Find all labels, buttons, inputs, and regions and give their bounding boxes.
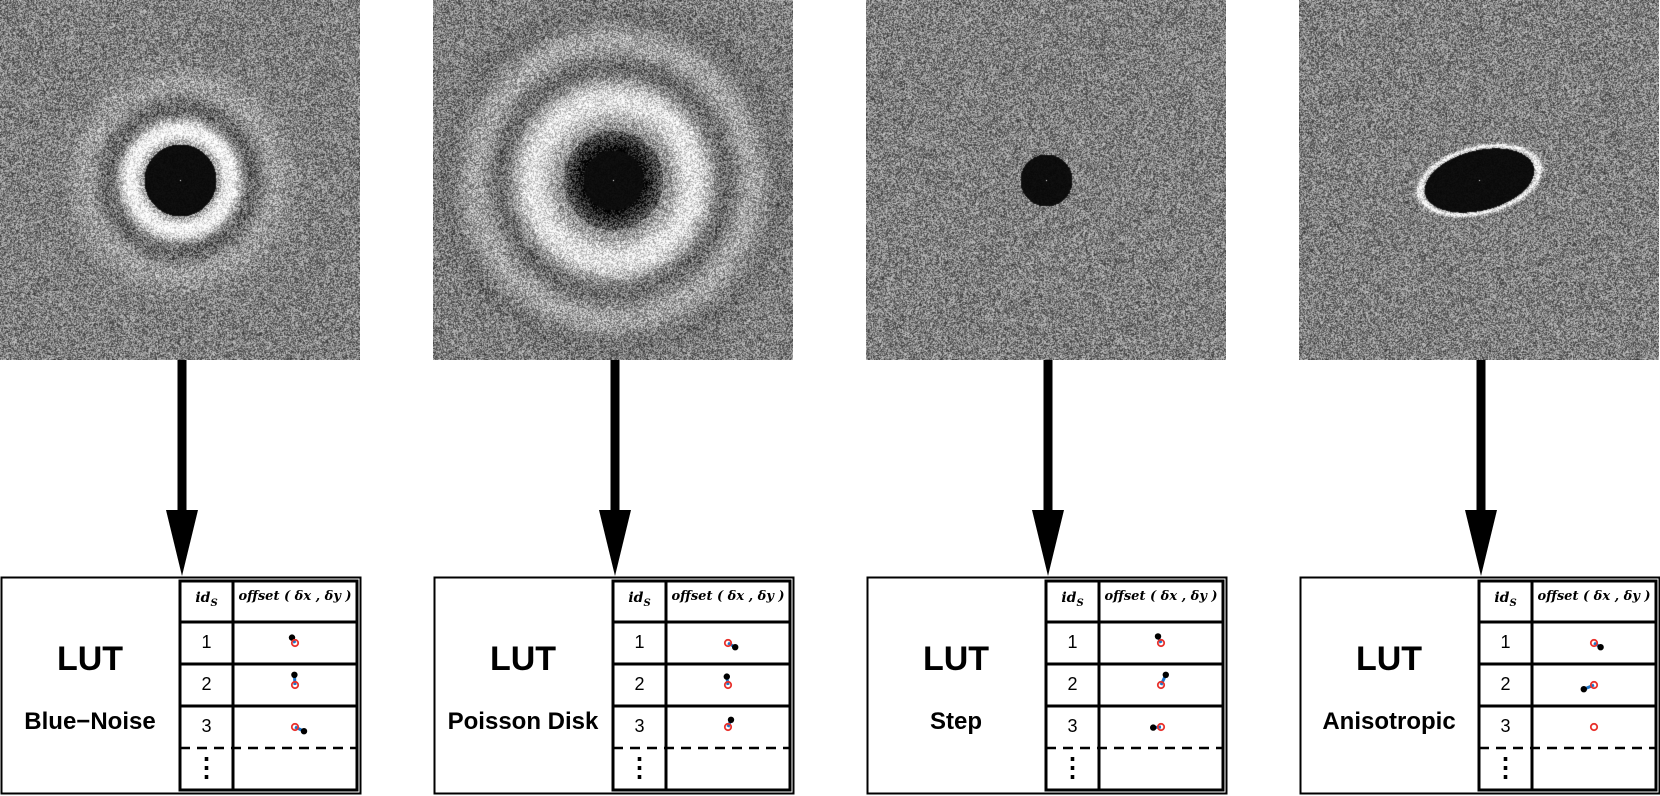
down-arrow <box>599 360 631 576</box>
id-header-main: id <box>628 590 644 606</box>
lut-box: LUT Anisotropic idS offset ( δx , δy ) 1 2 3 ⋮ <box>1299 576 1660 795</box>
row-id: 1 <box>1500 632 1511 652</box>
row-id: 3 <box>1067 716 1078 736</box>
id-header-subscript: S <box>210 597 218 609</box>
power-spectrum-image <box>0 0 360 360</box>
row-id: 1 <box>201 632 212 652</box>
offset-glyph <box>288 634 300 648</box>
lut-title: LUT <box>922 640 990 678</box>
row-id: 3 <box>1500 716 1511 736</box>
offset-column-header: offset ( δx , δy ) <box>1104 589 1218 604</box>
offset-glyph <box>290 671 300 690</box>
id-header-main: id <box>195 590 211 606</box>
id-column-header: idS <box>613 590 666 609</box>
sampling-method-label: Anisotropic <box>1322 708 1456 735</box>
panel-poisson-disk: LUT Poisson Disk idS offset ( δx , δy ) 1 2 3 ⋮ <box>433 0 795 796</box>
lut-table-frame <box>0 576 362 795</box>
ellipsis-icon: ⋮ <box>193 752 220 782</box>
lut-title: LUT <box>489 640 557 678</box>
panel-step: LUT Step idS offset ( δx , δy ) 1 2 3 ⋮ <box>866 0 1228 796</box>
row-id: 1 <box>634 632 645 652</box>
offset-glyph <box>1589 722 1599 732</box>
down-arrow <box>166 360 198 576</box>
row-id: 3 <box>634 716 645 736</box>
down-arrow <box>1032 360 1064 576</box>
lut-table-frame <box>433 576 795 795</box>
id-header-main: id <box>1061 590 1077 606</box>
offset-column-header: offset ( δx , δy ) <box>671 589 785 604</box>
offset-glyph <box>1156 671 1169 690</box>
lut-box: LUT Blue−Noise idS offset ( δx , δy ) 1 2 3 ⋮ <box>0 576 362 795</box>
panel-anisotropic: LUT Anisotropic idS offset ( δx , δy ) 1 2 3 ⋮ <box>1299 0 1660 796</box>
offset-glyph <box>723 673 733 690</box>
power-spectrum-image <box>1299 0 1659 360</box>
lut-table-frame <box>1299 576 1660 795</box>
offset-glyph <box>1580 680 1599 693</box>
offset-column-header: offset ( δx , δy ) <box>238 589 352 604</box>
offset-glyph <box>723 638 739 651</box>
power-spectrum-image <box>866 0 1226 360</box>
power-spectrum-image <box>433 0 793 360</box>
offset-glyph <box>1154 633 1166 648</box>
lut-box: LUT Poisson Disk idS offset ( δx , δy ) 1 2 3 ⋮ <box>433 576 795 795</box>
row-id: 2 <box>201 674 212 694</box>
sampling-method-label: Poisson Disk <box>447 708 599 735</box>
sampling-method-label: Blue−Noise <box>24 708 156 735</box>
lut-title: LUT <box>1355 640 1423 678</box>
id-column-header: idS <box>1479 590 1532 609</box>
row-id: 3 <box>201 716 212 736</box>
lut-title: LUT <box>56 640 124 678</box>
offset-glyph <box>1150 722 1166 732</box>
sampling-method-label: Step <box>929 708 982 735</box>
offset-glyph <box>1589 638 1604 651</box>
ellipsis-icon: ⋮ <box>1059 752 1086 782</box>
row-id: 2 <box>1500 674 1511 694</box>
id-header-subscript: S <box>1509 597 1517 609</box>
lut-table-frame <box>866 576 1228 795</box>
id-column-header: idS <box>180 590 233 609</box>
down-arrow <box>1465 360 1497 576</box>
id-column-header: idS <box>1046 590 1099 609</box>
row-id: 2 <box>1067 674 1078 694</box>
id-header-subscript: S <box>643 597 651 609</box>
ellipsis-icon: ⋮ <box>1492 752 1519 782</box>
panel-blue-noise: LUT Blue−Noise idS offset ( δx , δy ) 1 2 3 ⋮ <box>0 0 362 796</box>
row-id: 2 <box>634 674 645 694</box>
ellipsis-icon: ⋮ <box>626 752 653 782</box>
lut-box: LUT Step idS offset ( δx , δy ) 1 2 3 ⋮ <box>866 576 1228 795</box>
id-header-main: id <box>1494 590 1510 606</box>
row-id: 1 <box>1067 632 1078 652</box>
offset-glyph <box>723 716 735 732</box>
id-header-subscript: S <box>1076 597 1084 609</box>
offset-column-header: offset ( δx , δy ) <box>1537 589 1651 604</box>
offset-glyph <box>290 722 308 735</box>
